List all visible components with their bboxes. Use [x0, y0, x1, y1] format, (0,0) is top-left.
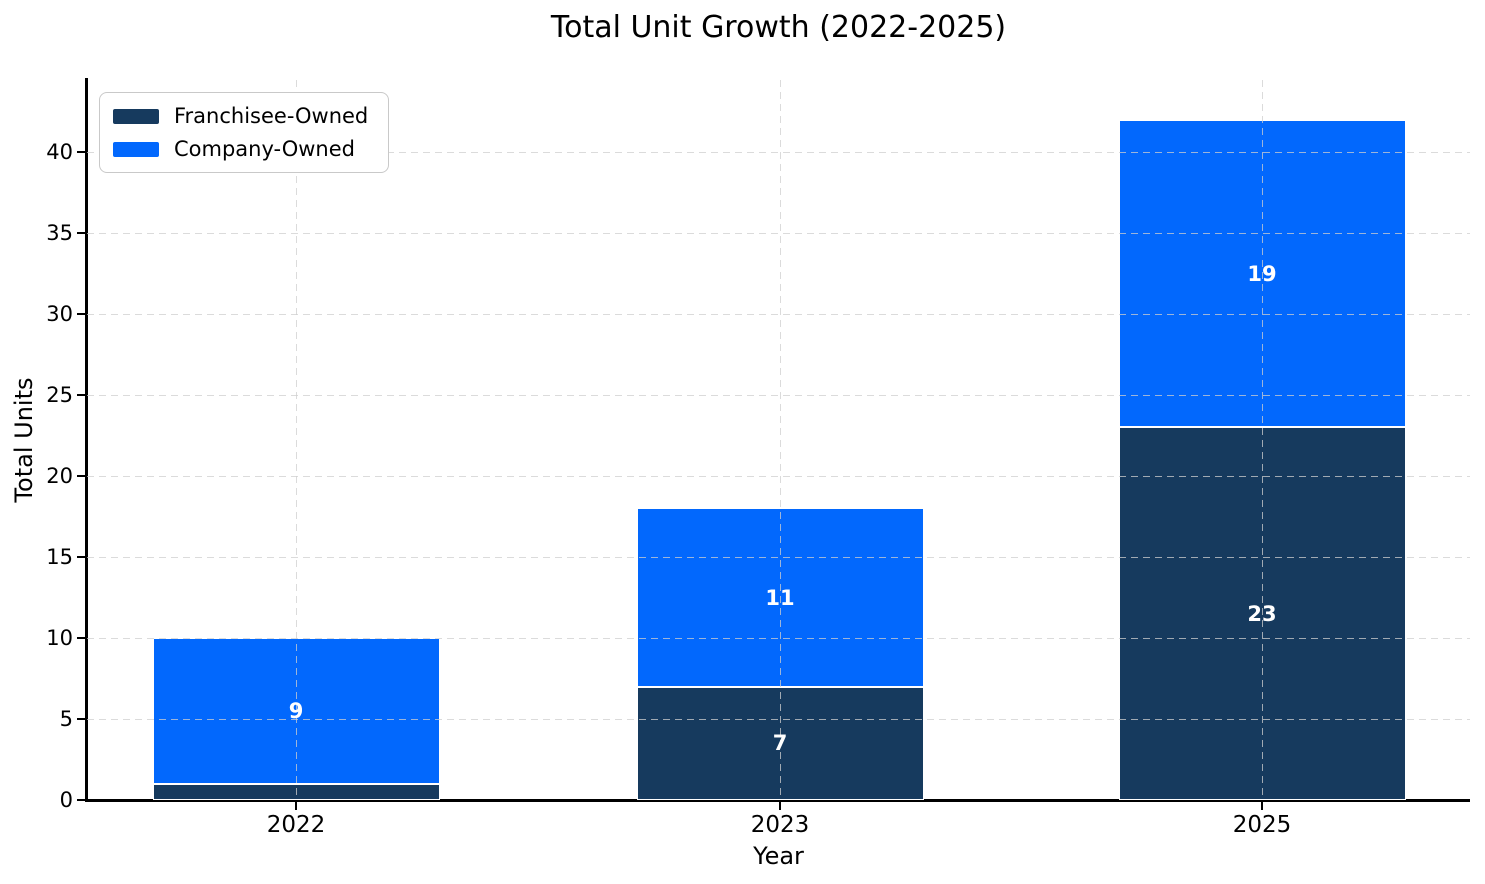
- y-tick-mark: [77, 718, 86, 720]
- x-tick-label: 2022: [266, 812, 326, 838]
- bar-label-layer: 9 7 11 23 19: [87, 80, 1470, 800]
- y-tick-mark: [77, 232, 86, 234]
- x-axis-label: Year: [753, 842, 804, 870]
- y-tick-label: 20: [46, 463, 73, 488]
- y-tick-label: 15: [46, 544, 73, 569]
- y-tick-mark: [77, 151, 86, 153]
- legend-entry-franchisee: Franchisee-Owned: [113, 104, 368, 128]
- y-tick-label: 25: [46, 382, 73, 407]
- y-axis-spine: [85, 78, 88, 802]
- y-tick-mark: [77, 799, 86, 801]
- y-tick-label: 5: [59, 706, 73, 731]
- bar-value-label: 19: [1247, 261, 1277, 286]
- y-tick-mark: [77, 556, 86, 558]
- legend-label: Franchisee-Owned: [174, 104, 369, 128]
- bar-value-label: 23: [1247, 601, 1277, 626]
- x-axis-spine: [85, 799, 1470, 802]
- y-tick-label: 10: [46, 625, 73, 650]
- y-tick-label: 40: [46, 139, 73, 164]
- x-tick-mark: [779, 801, 781, 810]
- x-tick-mark: [1261, 801, 1263, 810]
- legend-label: Company-Owned: [174, 137, 355, 161]
- plot-area: 9 7 11 23 19: [87, 80, 1470, 800]
- y-tick-label: 35: [46, 220, 73, 245]
- y-tick-label: 30: [46, 301, 73, 326]
- y-tick-mark: [77, 394, 86, 396]
- y-tick-mark: [77, 637, 86, 639]
- x-tick-label: 2025: [1232, 812, 1292, 838]
- y-tick-mark: [77, 313, 86, 315]
- x-tick-mark: [295, 801, 297, 810]
- company-swatch-icon: [113, 141, 159, 157]
- y-tick-label: 0: [59, 787, 73, 812]
- bar-value-label: 9: [288, 698, 304, 723]
- x-tick-label: 2023: [750, 812, 810, 838]
- legend: Franchisee-Owned Company-Owned: [99, 92, 390, 173]
- chart-title: Total Unit Growth (2022-2025): [550, 10, 1007, 45]
- y-tick-mark: [77, 475, 86, 477]
- legend-entry-company: Company-Owned: [113, 137, 368, 161]
- bar-value-label: 7: [772, 731, 788, 756]
- bar-value-label: 11: [765, 585, 795, 610]
- franchisee-swatch-icon: [113, 108, 159, 124]
